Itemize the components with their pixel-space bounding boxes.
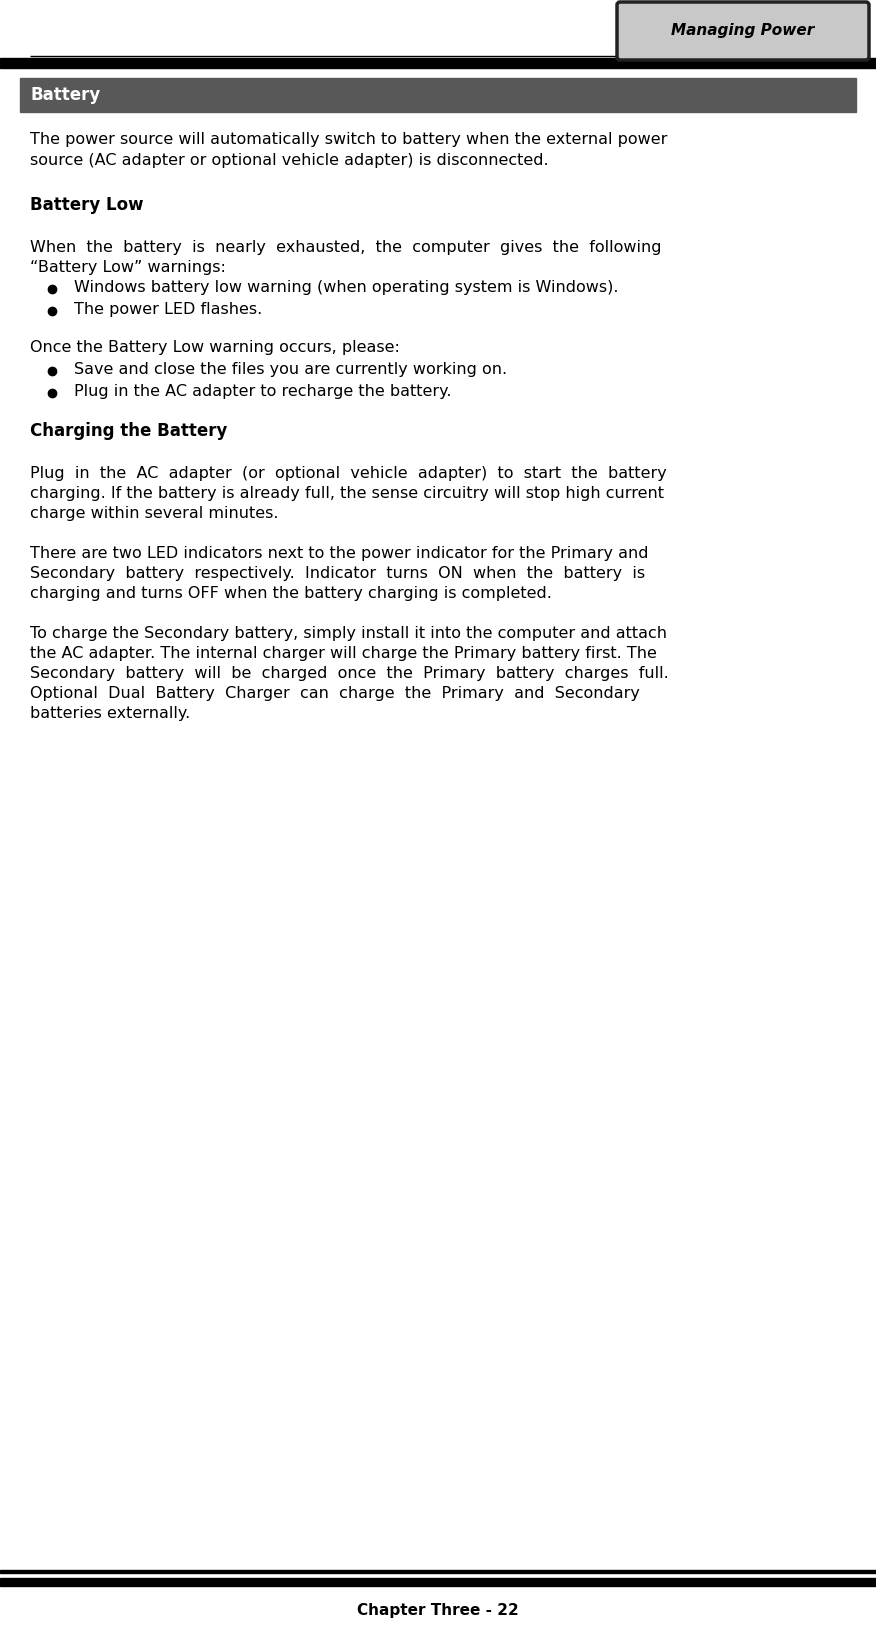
Bar (20, 78, 856, 112)
Text: Secondary  battery  will  be  charged  once  the  Primary  battery  charges  ful: Secondary battery will be charged once t… (30, 667, 668, 681)
Text: Battery: Battery (30, 86, 100, 104)
Bar (0, 1578, 876, 1586)
Text: “Battery Low” warnings:: “Battery Low” warnings: (30, 261, 226, 275)
FancyBboxPatch shape (617, 2, 869, 60)
Text: charging and turns OFF when the battery charging is completed.: charging and turns OFF when the battery … (30, 587, 552, 601)
Text: Battery Low: Battery Low (30, 196, 144, 214)
Text: Save and close the files you are currently working on.: Save and close the files you are current… (74, 362, 507, 377)
Text: Secondary  battery  respectively.  Indicator  turns  ON  when  the  battery  is: Secondary battery respectively. Indicato… (30, 566, 645, 580)
Text: The power LED flashes.: The power LED flashes. (74, 302, 262, 316)
Text: the AC adapter. The internal charger will charge the Primary battery first. The: the AC adapter. The internal charger wil… (30, 645, 657, 662)
Text: charging. If the battery is already full, the sense circuitry will stop high cur: charging. If the battery is already full… (30, 486, 664, 500)
Text: Plug in the AC adapter to recharge the battery.: Plug in the AC adapter to recharge the b… (74, 385, 451, 399)
Text: When  the  battery  is  nearly  exhausted,  the  computer  gives  the  following: When the battery is nearly exhausted, th… (30, 240, 661, 254)
Text: batteries externally.: batteries externally. (30, 706, 190, 720)
Bar (0, 59, 876, 68)
Text: There are two LED indicators next to the power indicator for the Primary and: There are two LED indicators next to the… (30, 546, 648, 561)
Text: Charging the Battery: Charging the Battery (30, 422, 228, 440)
Text: Plug  in  the  AC  adapter  (or  optional  vehicle  adapter)  to  start  the  ba: Plug in the AC adapter (or optional vehi… (30, 466, 667, 481)
Text: Once the Battery Low warning occurs, please:: Once the Battery Low warning occurs, ple… (30, 341, 399, 355)
Text: Windows battery low warning (when operating system is Windows).: Windows battery low warning (when operat… (74, 280, 618, 295)
Text: Optional  Dual  Battery  Charger  can  charge  the  Primary  and  Secondary: Optional Dual Battery Charger can charge… (30, 686, 639, 701)
Text: The power source will automatically switch to battery when the external power
so: The power source will automatically swit… (30, 132, 668, 168)
Text: To charge the Secondary battery, simply install it into the computer and attach: To charge the Secondary battery, simply … (30, 626, 667, 641)
Text: Chapter Three - 22: Chapter Three - 22 (357, 1602, 519, 1617)
Bar (0, 1570, 876, 1573)
Text: charge within several minutes.: charge within several minutes. (30, 505, 279, 522)
Text: Managing Power: Managing Power (671, 23, 815, 39)
